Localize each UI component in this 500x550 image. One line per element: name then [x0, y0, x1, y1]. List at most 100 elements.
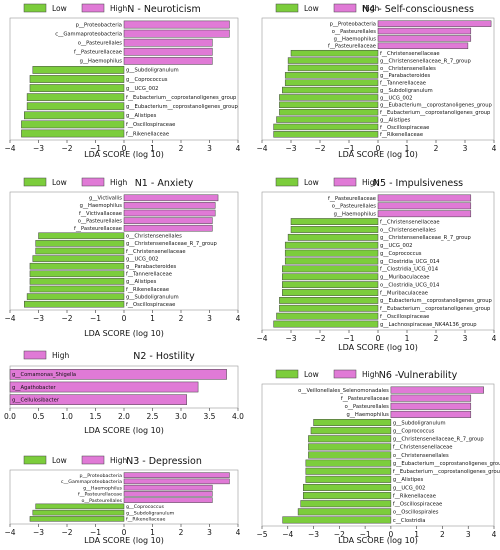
- bar-label: g__Parabacteroides: [380, 73, 431, 79]
- bar-label: f__Rikenellaceae: [126, 131, 169, 137]
- bar-label: f__Christensenellaceae: [380, 219, 440, 225]
- bar-label: g__Parabacteroides: [126, 264, 177, 270]
- x-tick-label: 0: [122, 314, 127, 323]
- x-tick-label: 1: [414, 530, 419, 539]
- bar-label: f__Oscillospiraceae: [126, 122, 175, 128]
- x-tick-label: −1: [343, 334, 354, 343]
- lda-bar: [390, 402, 472, 410]
- x-tick-label: 2: [179, 314, 184, 323]
- legend-label: Low: [52, 456, 67, 465]
- lda-bar: [390, 386, 484, 394]
- bar-label: g__Subdoligranulum: [126, 68, 179, 74]
- x-tick-label: 0: [122, 144, 127, 153]
- x-tick-label: 3.0: [175, 412, 187, 421]
- lda-bar: [273, 131, 379, 138]
- bar-label: f__Pasteurellaceae: [328, 44, 376, 50]
- lda-bar: [308, 443, 392, 451]
- lda-bar: [279, 101, 379, 109]
- lda-bar: [24, 300, 125, 308]
- bar-label: f__Eubacterium__coprostanoligenes_group: [380, 306, 491, 312]
- legend-label: High: [362, 178, 379, 187]
- bar-label: g__Eubacterium__coprostanoligenes_group: [126, 104, 239, 110]
- x-tick-label: 3: [463, 334, 468, 343]
- bar-label: o__Christensenellales: [380, 66, 436, 72]
- bar-label: g__UCG_002: [380, 243, 412, 249]
- bar-label: g__Alistipes: [393, 477, 424, 483]
- bar-label: g__Christensenellaceae_R_7_group: [393, 437, 484, 443]
- bar-label: g__Subdoligranulum: [393, 420, 446, 426]
- lda-bar: [29, 75, 125, 83]
- bar-label: g__Coprococcus: [393, 428, 435, 434]
- x-tick-label: −1: [360, 530, 371, 539]
- legend-label: Low: [52, 178, 67, 187]
- bar-label: f__Pasteurellaceae: [78, 492, 122, 498]
- bar-label: p__Proteobacteria: [76, 22, 122, 28]
- bar-label: f__Victivallaceae: [79, 211, 122, 217]
- legend-swatch: [275, 177, 299, 187]
- bar-label: g__Victivallis: [89, 196, 122, 202]
- lda-bar: [123, 217, 213, 224]
- bar-label: g__Alistipes: [126, 279, 157, 285]
- x-tick-label: 4: [492, 530, 497, 539]
- lda-bar: [123, 472, 230, 478]
- bar-label: f__Christensenellaceae: [380, 51, 440, 57]
- lda-bar: [35, 247, 125, 255]
- lda-bar: [123, 47, 213, 56]
- bar-label: f__Eubacterium__coprostanoligenes_group: [393, 469, 500, 475]
- lda-bar: [282, 273, 379, 281]
- x-axis-label: LDA SCORE (log 10): [84, 150, 164, 159]
- legend-swatch: [23, 350, 47, 360]
- bar-label: g__Subdoligranulum: [126, 510, 175, 516]
- bar-label: g__Haemophilus: [83, 485, 122, 491]
- bar-label: p__Proteobacteria: [330, 22, 376, 28]
- lda-panel: Low High N - Neuroticism p__Proteobacteriac…: [4, 3, 241, 159]
- legend-swatch: [333, 369, 357, 379]
- x-tick-label: −3: [33, 314, 44, 323]
- chart-title: N - Neuroticism: [127, 4, 201, 15]
- lda-bar: [377, 202, 472, 210]
- lda-bar: [377, 210, 472, 218]
- chart-title: N4 - Self-consciousness: [362, 4, 474, 15]
- bar-label: g__Coprococcus: [126, 504, 165, 510]
- bar-label: g__Alistipes: [380, 117, 411, 123]
- bar-label: g__Haemophilus: [346, 412, 389, 418]
- lda-bar: [279, 297, 379, 304]
- x-tick-label: −2: [61, 314, 72, 323]
- lda-bar: [24, 111, 125, 120]
- lda-bar: [123, 497, 213, 503]
- legend-label: High: [110, 4, 127, 13]
- lda-bar: [287, 233, 379, 241]
- chart-title: N6 -Vulnerability: [379, 370, 458, 381]
- x-tick-label: 4.0: [232, 412, 244, 421]
- x-axis-label: LDA SCORE (log 10): [338, 343, 418, 352]
- chart-title: N2 - Hostility: [133, 351, 195, 362]
- lda-bar: [32, 255, 125, 262]
- legend-label: Low: [304, 178, 319, 187]
- bar-label: f__Oscillospiraceae: [126, 302, 175, 308]
- lda-bar: [308, 435, 392, 443]
- x-tick-label: 1.5: [90, 412, 102, 421]
- bar-label: o__Christensenellales: [126, 234, 182, 240]
- x-tick-label: 3: [466, 530, 471, 539]
- lda-bar: [290, 226, 379, 233]
- x-axis-label: LDA SCORE (log 10): [84, 536, 164, 545]
- x-tick-label: 1: [405, 144, 410, 153]
- bar-label: g__Lachnospiraceae_NK4A136_group: [380, 322, 477, 328]
- x-tick-label: 4: [492, 144, 497, 153]
- bar-label: o__Pasteurellales: [78, 41, 123, 47]
- lda-bar: [377, 194, 472, 202]
- chart-title: N5 - Impulsiveness: [373, 178, 463, 189]
- lda-bar: [32, 66, 125, 74]
- lda-bar: [377, 27, 472, 35]
- bar-label: f__Muribaculaceae: [380, 290, 428, 296]
- lda-bar: [305, 467, 392, 475]
- lda-bar: [290, 218, 379, 225]
- lda-bar: [123, 209, 216, 217]
- bar-label: g__Alistipes: [126, 113, 157, 119]
- lda-panel: Low High N1 - Anxiety g__Victivallisg__Haem…: [4, 177, 241, 338]
- lda-bar: [9, 394, 187, 405]
- chart-title: N3 - Depression: [126, 456, 202, 467]
- x-tick-label: 2: [440, 530, 445, 539]
